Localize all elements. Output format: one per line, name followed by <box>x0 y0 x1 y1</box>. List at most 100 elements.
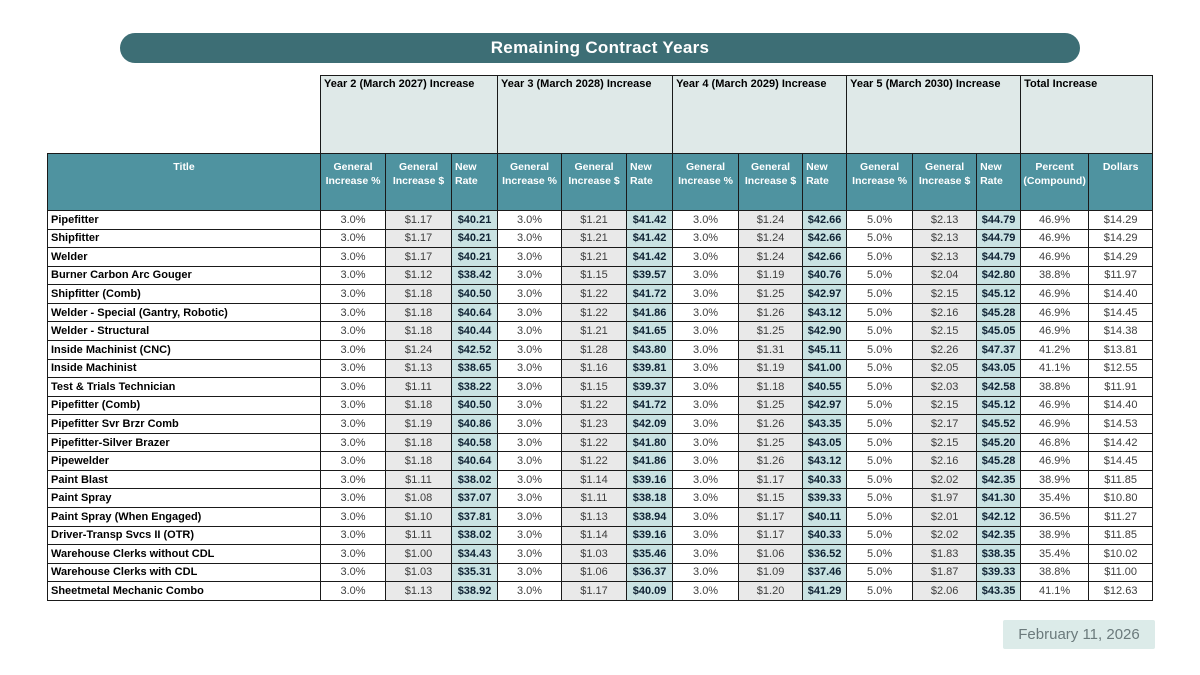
table-body: Pipefitter 3.0% $1.17 $40.21 3.0% $1.21 $41.42… <box>47 210 1154 601</box>
year2-general-increase-usd-cell: $1.11 <box>385 469 452 490</box>
total-dollars-cell: $10.02 <box>1088 544 1154 564</box>
year2-general-increase-usd-cell: $1.18 <box>385 302 452 323</box>
total-percent-compound-cell: 36.5% <box>1020 507 1090 527</box>
year2-general-increase-pct-cell: 3.0% <box>320 358 386 379</box>
year5-general-increase-usd-cell: $2.16 <box>912 451 978 471</box>
year4-new-rate-cell: $42.97 <box>802 284 848 304</box>
year2-new-rate-cell: $40.64 <box>450 451 499 471</box>
year2-general-increase-pct-cell: 3.0% <box>320 247 386 267</box>
year3-new-rate-cell: $35.46 <box>626 544 674 564</box>
year4-general-increase-usd-cell: $1.26 <box>738 302 804 323</box>
year5-general-increase-usd-cell: $1.83 <box>912 544 978 564</box>
total-percent-compound-header: Percent (Compound) <box>1020 153 1090 211</box>
row-title-cell: Paint Blast <box>47 469 321 490</box>
year3-new-rate-cell: $41.72 <box>626 395 674 416</box>
year5-new-rate-cell: $45.20 <box>976 432 1022 453</box>
year2-general-increase-usd-cell: $1.13 <box>385 358 452 379</box>
row-title-cell: Test & Trials Technician <box>47 377 321 397</box>
year3-general-increase-pct-cell: 3.0% <box>497 247 563 267</box>
row-title-cell: Warehouse Clerks with CDL <box>47 562 321 583</box>
total-dollars-cell: $12.55 <box>1088 358 1154 379</box>
row-title-cell: Warehouse Clerks without CDL <box>47 544 321 564</box>
total-percent-compound-cell: 38.8% <box>1020 562 1090 583</box>
total-dollars-cell: $14.45 <box>1088 302 1154 323</box>
year4-general-increase-pct-cell: 3.0% <box>672 321 740 341</box>
year3-general-increase-usd-cell: $1.13 <box>561 507 628 527</box>
year4-general-increase-usd-cell: $1.24 <box>738 210 804 230</box>
year5-new-rate-cell: $38.35 <box>976 544 1022 564</box>
year2-new-rate-cell: $40.58 <box>450 432 499 453</box>
row-title-cell: Burner Carbon Arc Gouger <box>47 265 321 286</box>
year5-new-rate-cell: $45.05 <box>976 321 1022 341</box>
year2-general-increase-usd-cell: $1.18 <box>385 395 452 416</box>
year4-general-increase-pct-cell: 3.0% <box>672 377 740 397</box>
year2-general-increase-usd-cell: $1.17 <box>385 210 452 230</box>
year4-general-increase-pct-cell: 3.0% <box>672 247 740 267</box>
total-dollars-cell: $14.29 <box>1088 228 1154 249</box>
title-column-header: Title <box>47 153 321 211</box>
year5-new-rate-cell: $45.52 <box>976 414 1022 434</box>
row-title-cell: Inside Machinist (CNC) <box>47 339 321 360</box>
year3-general-increase-usd-cell: $1.22 <box>561 432 628 453</box>
year4-general-increase-usd-cell: $1.17 <box>738 469 804 490</box>
year3-new-rate-cell: $39.16 <box>626 469 674 490</box>
year2-new-rate-cell: $38.02 <box>450 469 499 490</box>
year2-general-increase-pct-cell: 3.0% <box>320 210 386 230</box>
year5-general-increase-pct-cell: 5.0% <box>846 247 914 267</box>
year4-general-increase-usd-cell: $1.26 <box>738 451 804 471</box>
year2-new-rate-cell: $34.43 <box>450 544 499 564</box>
year4-new-rate-cell: $37.46 <box>802 562 848 583</box>
year5-general-increase-usd-cell: $2.16 <box>912 302 978 323</box>
total-dollars-cell: $11.97 <box>1088 265 1154 286</box>
total-percent-compound-cell: 46.9% <box>1020 414 1090 434</box>
total-percent-compound-cell: 46.9% <box>1020 210 1090 230</box>
year3-general-increase-usd-cell: $1.15 <box>561 377 628 397</box>
year4-general-increase-pct-cell: 3.0% <box>672 451 740 471</box>
year4-general-increase-pct-cell: 3.0% <box>672 265 740 286</box>
year2-general-increase-usd-cell: $1.11 <box>385 377 452 397</box>
year5-new-rate-cell: $42.58 <box>976 377 1022 397</box>
year2-general-increase-usd-cell: $1.11 <box>385 525 452 546</box>
year2-general-increase-usd-cell: $1.18 <box>385 321 452 341</box>
year3-general-increase-pct-cell: 3.0% <box>497 469 563 490</box>
year4-general-increase-pct-cell: 3.0% <box>672 581 740 601</box>
year4-general-increase-pct-cell: 3.0% <box>672 507 740 527</box>
year3-general-increase-pct-cell: 3.0% <box>497 451 563 471</box>
year4-general-increase-usd-cell: $1.25 <box>738 395 804 416</box>
year2-general-increase-pct-cell: 3.0% <box>320 488 386 508</box>
year3-new-rate-header: New Rate <box>626 153 674 211</box>
year2-general-increase-pct-cell: 3.0% <box>320 581 386 601</box>
date-stamp: February 11, 2026 <box>1003 620 1155 649</box>
year2-general-increase-usd-cell: $1.03 <box>385 562 452 583</box>
year3-general-increase-pct-cell: 3.0% <box>497 488 563 508</box>
total-dollars-cell: $11.85 <box>1088 469 1154 490</box>
year3-general-increase-usd-cell: $1.21 <box>561 210 628 230</box>
table-row: Driver-Transp Svcs II (OTR) 3.0% $1.11 $38.… <box>47 525 1154 546</box>
total-dollars-cell: $14.42 <box>1088 432 1154 453</box>
wage-table: Year 2 (March 2027) Increase Year 3 (Mar… <box>47 75 1154 601</box>
year2-general-increase-usd-cell: $1.18 <box>385 451 452 471</box>
year5-general-increase-usd-cell: $2.26 <box>912 339 978 360</box>
table-row: Pipefitter 3.0% $1.17 $40.21 3.0% $1.21 $41.42… <box>47 210 1154 230</box>
year5-general-increase-usd-cell: $1.97 <box>912 488 978 508</box>
year5-new-rate-cell: $42.80 <box>976 265 1022 286</box>
total-percent-compound-cell: 46.9% <box>1020 321 1090 341</box>
year2-new-rate-cell: $40.50 <box>450 284 499 304</box>
year4-general-increase-pct-cell: 3.0% <box>672 488 740 508</box>
year2-new-rate-cell: $37.81 <box>450 507 499 527</box>
year3-new-rate-cell: $39.16 <box>626 525 674 546</box>
year5-general-increase-pct-cell: 5.0% <box>846 321 914 341</box>
year5-general-increase-pct-cell: 5.0% <box>846 228 914 249</box>
year4-general-increase-pct-cell: 3.0% <box>672 228 740 249</box>
year4-general-increase-usd-cell: $1.19 <box>738 358 804 379</box>
total-dollars-cell: $14.40 <box>1088 284 1154 304</box>
year5-general-increase-usd-cell: $2.13 <box>912 247 978 267</box>
year2-general-increase-usd-cell: $1.10 <box>385 507 452 527</box>
year4-general-increase-pct-cell: 3.0% <box>672 544 740 564</box>
total-percent-compound-cell: 46.9% <box>1020 395 1090 416</box>
table-row: Inside Machinist (CNC) 3.0% $1.24 $42.52 3.0… <box>47 339 1154 360</box>
year3-general-increase-usd-cell: $1.21 <box>561 247 628 267</box>
year3-new-rate-cell: $41.65 <box>626 321 674 341</box>
year5-general-increase-usd-cell: $2.02 <box>912 525 978 546</box>
table-row: Inside Machinist 3.0% $1.13 $38.65 3.0% $1.16… <box>47 358 1154 379</box>
